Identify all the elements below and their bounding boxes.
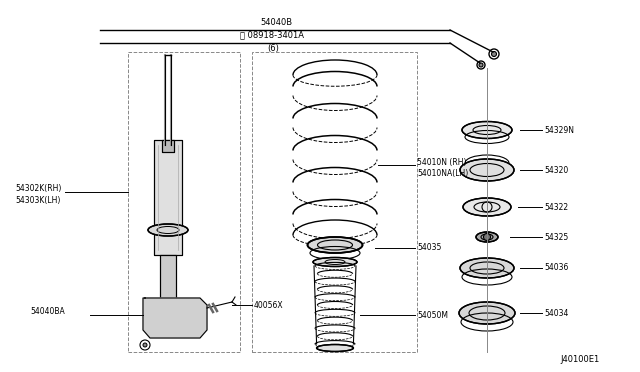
Ellipse shape (148, 224, 188, 236)
Text: 54302K(RH): 54302K(RH) (15, 183, 61, 192)
Bar (128, 52, 240, 352)
Bar (160, 255, 176, 300)
Text: 54320: 54320 (544, 166, 568, 174)
Text: 54034: 54034 (544, 308, 568, 317)
Text: J40100E1: J40100E1 (560, 356, 599, 365)
Ellipse shape (476, 232, 498, 242)
Bar (162, 140, 174, 152)
Text: 40056X: 40056X (254, 301, 284, 310)
Text: 54010NA(LH): 54010NA(LH) (417, 169, 468, 177)
Ellipse shape (460, 159, 514, 181)
Ellipse shape (317, 344, 353, 352)
Circle shape (483, 234, 490, 241)
Bar (154, 140, 182, 255)
Text: (6): (6) (267, 44, 279, 52)
Text: 54040B: 54040B (260, 17, 292, 26)
Ellipse shape (462, 122, 512, 138)
Text: 54325: 54325 (544, 232, 568, 241)
Ellipse shape (459, 302, 515, 324)
Text: 54303K(LH): 54303K(LH) (15, 196, 60, 205)
Text: 54322: 54322 (544, 202, 568, 212)
Circle shape (143, 343, 147, 347)
Circle shape (479, 63, 483, 67)
Text: 54329N: 54329N (544, 125, 574, 135)
Text: 54050M: 54050M (417, 311, 448, 320)
Ellipse shape (313, 257, 357, 266)
Text: 54036: 54036 (544, 263, 568, 273)
Circle shape (492, 51, 497, 57)
Bar (162, 140, 174, 152)
Bar (252, 52, 417, 352)
Ellipse shape (307, 237, 362, 253)
Ellipse shape (460, 258, 514, 278)
Bar (160, 255, 176, 300)
Text: 54040BA: 54040BA (30, 308, 65, 317)
Text: Ⓝ 08918-3401A: Ⓝ 08918-3401A (240, 31, 304, 39)
Polygon shape (143, 298, 207, 338)
Text: 54035: 54035 (417, 244, 442, 253)
Bar (154, 140, 182, 255)
Ellipse shape (463, 198, 511, 216)
Text: 54010N (RH): 54010N (RH) (417, 157, 467, 167)
